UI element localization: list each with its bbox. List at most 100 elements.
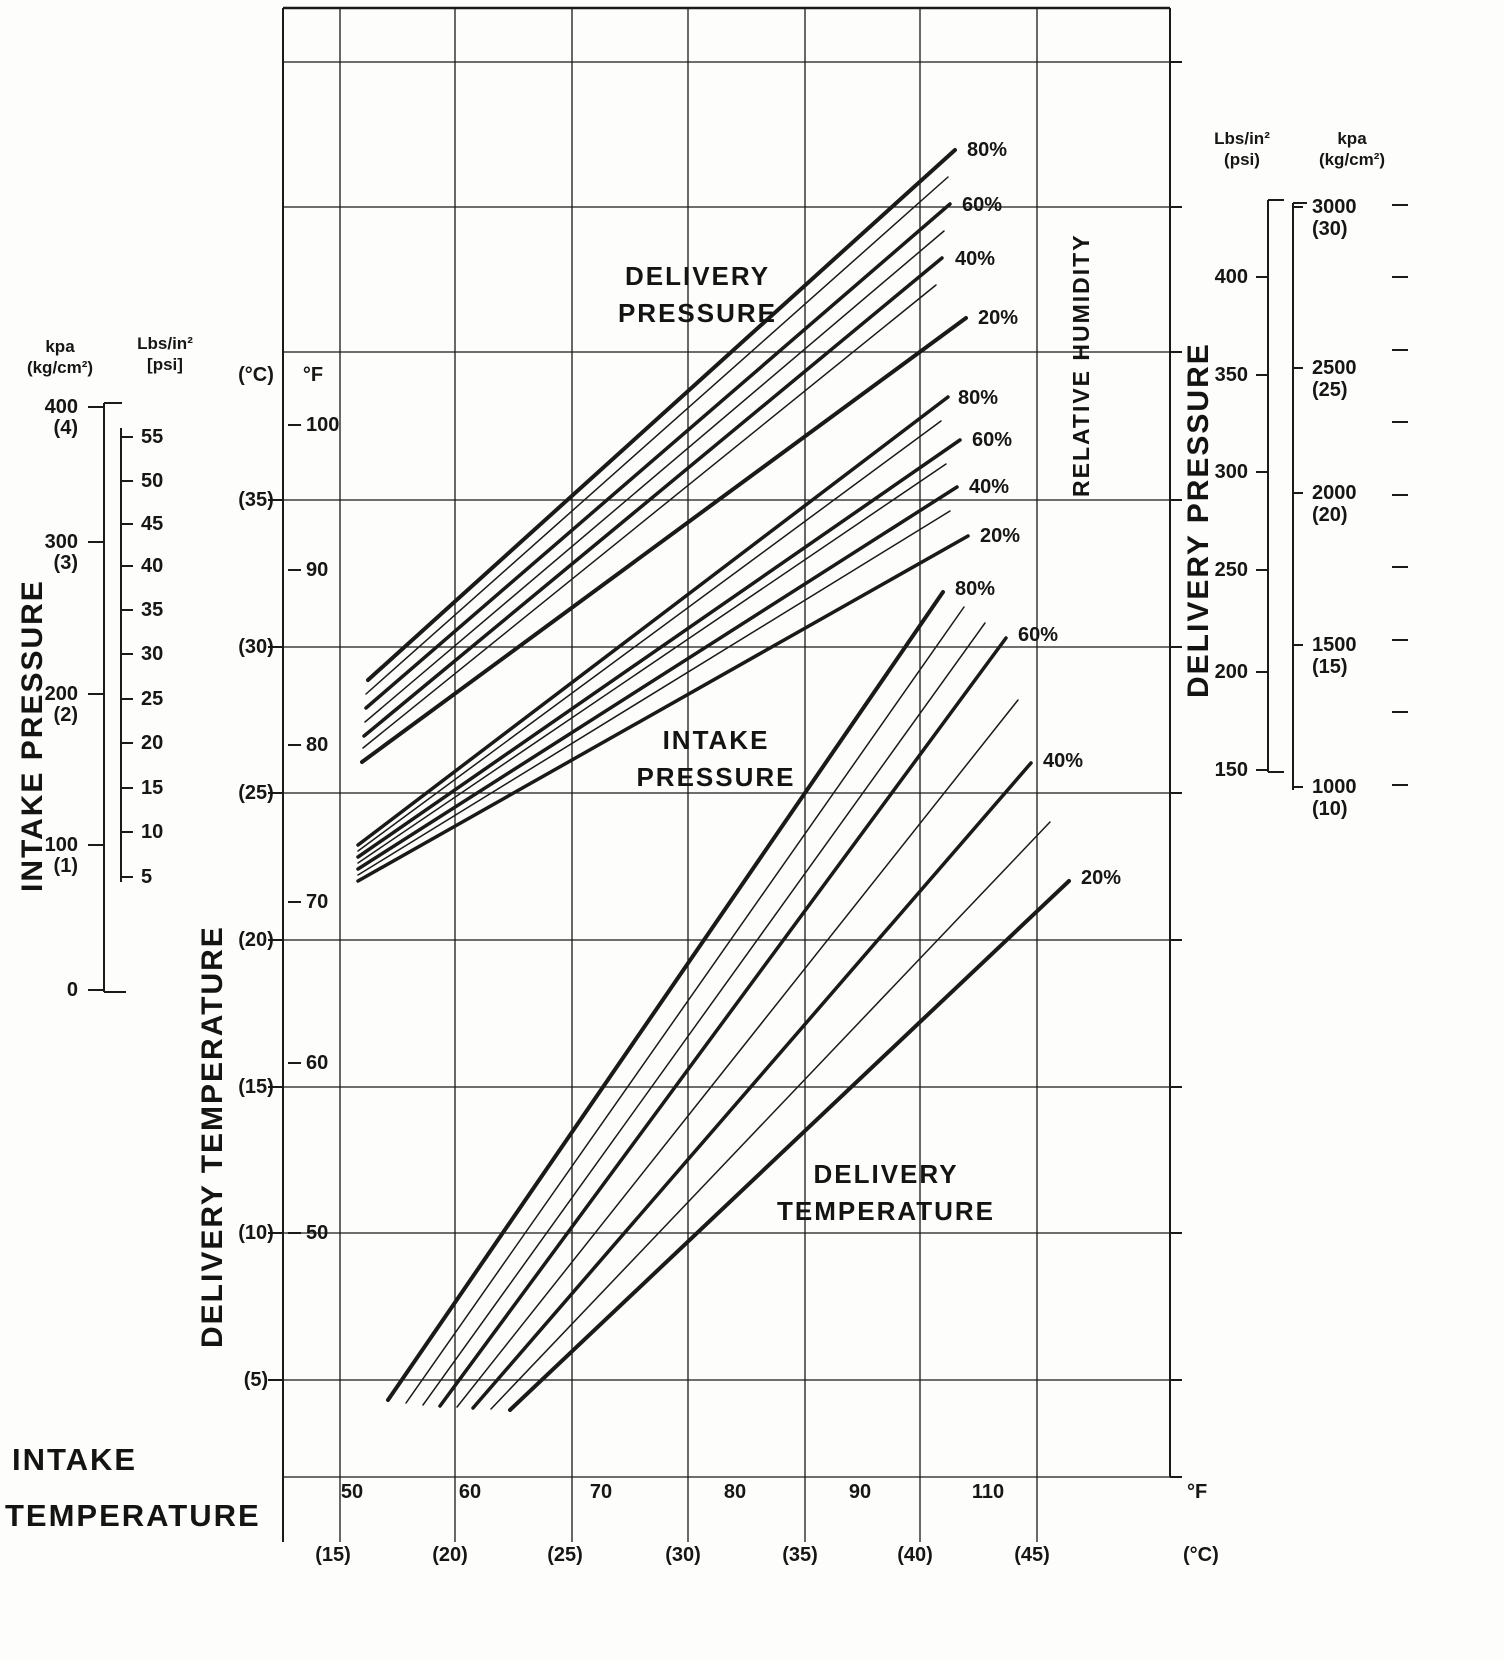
relative-humidity-label: RELATIVE HUMIDITY: [1068, 233, 1094, 497]
temp-c-tick: (25): [238, 782, 274, 804]
rh-label-intake-pressure: 80%: [958, 387, 999, 409]
temp-c-tick: (35): [238, 489, 274, 511]
rh-label-delivery-temperature: 60%: [1018, 624, 1059, 646]
right-kpa-tick: 2000: [1312, 482, 1357, 504]
left-kpa-tick-sub: (3): [53, 552, 78, 574]
rh-label-intake-pressure: 40%: [969, 476, 1010, 498]
bottom-f-tick: 60: [458, 1481, 482, 1503]
intake-pressure-axis-title: INTAKE PRESSURE: [16, 579, 49, 892]
left-psi-header: Lbs/in²: [137, 334, 193, 353]
left-psi-tick: 55: [141, 426, 164, 448]
temp-f-tick: 50: [306, 1222, 329, 1244]
left-kpa-tick-sub: (1): [53, 855, 78, 877]
left-kpa-tick: 400: [44, 396, 78, 418]
left-psi-tick: 30: [141, 643, 164, 665]
right-psi-header: (psi): [1224, 150, 1260, 169]
left-psi-tick: 15: [141, 777, 164, 799]
left-kpa-header: kpa: [45, 337, 75, 356]
rh-label-intake-pressure: 20%: [980, 525, 1021, 547]
left-kpa-tick: 300: [44, 531, 78, 553]
right-kpa-header: kpa: [1337, 129, 1367, 148]
bottom-c-tick: (15): [315, 1544, 351, 1566]
left-kpa-tick: 100: [44, 834, 78, 856]
rh-label-delivery-pressure: 60%: [962, 194, 1003, 216]
temp-c-tick: (15): [238, 1076, 274, 1098]
delivery-temperature-curve-label-line1: DELIVERY: [813, 1159, 959, 1189]
left-psi-tick: 20: [141, 732, 164, 754]
delivery-pressure-curve-label: DELIVERY PRESSURE: [585, 258, 810, 332]
bottom-c-unit: (°C): [1183, 1544, 1219, 1566]
rh-label-delivery-temperature: 40%: [1043, 750, 1084, 772]
right-kpa-tick: 3000: [1312, 196, 1357, 218]
bottom-c-tick: (45): [1014, 1544, 1050, 1566]
temp-f-tick: 80: [306, 734, 329, 756]
temp-c-tick: (10): [238, 1222, 274, 1244]
right-psi-tick: 200: [1214, 661, 1248, 683]
bottom-c-tick: (40): [897, 1544, 933, 1566]
delivery-pressure-axis-title: DELIVERY PRESSURE: [1182, 342, 1215, 698]
bottom-c-tick: (35): [782, 1544, 818, 1566]
left-psi-tick: 40: [141, 555, 164, 577]
left-psi-header: [psi]: [147, 355, 183, 374]
right-kpa-tick-sub: (30): [1312, 218, 1348, 240]
left-psi-tick: 50: [141, 470, 164, 492]
right-kpa-tick-sub: (25): [1312, 379, 1348, 401]
right-kpa-tick-sub: (20): [1312, 504, 1348, 526]
temp-f-header: °F: [302, 364, 324, 386]
bottom-f-tick: 50: [340, 1481, 364, 1503]
left-kpa-header: (kg/cm²): [26, 358, 94, 377]
left-kpa-tick-sub: (4): [53, 417, 78, 439]
temp-c-header: (°C): [238, 364, 274, 386]
rh-label-delivery-pressure: 80%: [967, 139, 1008, 161]
intake-temperature-axis-title-line2: TEMPERATURE: [5, 1498, 261, 1533]
rh-label-delivery-temperature: 20%: [1081, 867, 1122, 889]
left-kpa-tick-sub: (2): [53, 704, 78, 726]
temp-c-tick: (5): [243, 1369, 269, 1391]
right-kpa-tick-sub: (10): [1312, 798, 1348, 820]
temp-f-tick: 60: [306, 1052, 329, 1074]
delivery-temperature-curve-label-line2: TEMPERATURE: [777, 1196, 995, 1226]
intake-pressure-curve-label-line2: PRESSURE: [636, 762, 796, 792]
delivery-pressure-curve-label-line2: PRESSURE: [617, 298, 778, 328]
bottom-f-tick: 110: [971, 1481, 1005, 1503]
delivery-pressure-curve-label-line1: DELIVERY: [624, 261, 771, 291]
intake-pressure-curve-label: INTAKE PRESSURE: [605, 722, 827, 796]
delivery-temperature-axis-title: DELIVERY TEMPERATURE: [196, 925, 229, 1348]
right-kpa-tick: 1500: [1312, 634, 1357, 656]
left-kpa-tick: 200: [44, 683, 78, 705]
right-psi-header: Lbs/in²: [1214, 129, 1270, 148]
intake-pressure-curve-label-line1: INTAKE: [662, 725, 770, 755]
left-psi-tick: 25: [141, 688, 164, 710]
right-kpa-tick: 1000: [1312, 776, 1357, 798]
right-kpa-header: (kg/cm²): [1318, 150, 1386, 169]
intake-temperature-axis-title-line1: INTAKE: [12, 1442, 138, 1477]
bottom-c-tick: (25): [547, 1544, 583, 1566]
right-kpa-tick-sub: (15): [1312, 656, 1348, 678]
left-kpa-tick: 0: [66, 979, 78, 1001]
rh-label-intake-pressure: 60%: [972, 429, 1013, 451]
temp-f-tick: 90: [306, 559, 329, 581]
right-psi-tick: 250: [1214, 559, 1248, 581]
temp-c-tick: (30): [238, 636, 274, 658]
left-psi-tick: 45: [141, 513, 164, 535]
left-psi-tick: 10: [141, 821, 164, 843]
right-psi-tick: 400: [1214, 266, 1248, 288]
bottom-f-tick: 90: [848, 1481, 872, 1503]
right-psi-tick: 350: [1214, 364, 1248, 386]
bottom-f-tick: 80: [723, 1481, 747, 1503]
rh-label-delivery-temperature: 80%: [955, 578, 996, 600]
right-kpa-tick: 2500: [1312, 357, 1357, 379]
delivery-temperature-curve-label: DELIVERY TEMPERATURE: [768, 1156, 1004, 1230]
temp-f-tick: 100: [306, 414, 340, 436]
bottom-f-unit: °F: [1187, 1481, 1208, 1503]
bottom-c-tick: (30): [665, 1544, 701, 1566]
temp-f-tick: 70: [306, 891, 329, 913]
bottom-c-tick: (20): [432, 1544, 468, 1566]
rh-label-delivery-pressure: 20%: [978, 307, 1019, 329]
left-psi-tick: 35: [141, 599, 164, 621]
temp-c-tick: (20): [238, 929, 274, 951]
right-psi-tick: 150: [1214, 759, 1248, 781]
